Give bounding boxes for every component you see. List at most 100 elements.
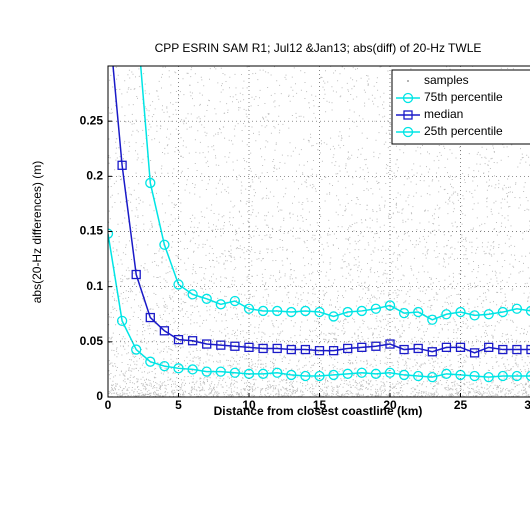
percentile-marker [286, 369, 297, 381]
percentile-marker [108, 228, 114, 239]
y-tick-label: 0.05 [80, 334, 104, 348]
percentile-marker [413, 370, 424, 382]
percentile-marker [314, 306, 325, 318]
legend-label: median [424, 107, 463, 121]
y-tick-label: 0.15 [80, 224, 104, 238]
median-marker [385, 339, 395, 349]
percentile-marker [314, 370, 325, 382]
percentile-marker [342, 368, 353, 379]
percentile-marker [187, 289, 198, 300]
percentile-marker [272, 367, 283, 378]
percentile-marker [173, 363, 184, 374]
percentile-marker [497, 370, 508, 382]
x-tick-label: 0 [105, 398, 112, 412]
median-marker [286, 344, 296, 355]
percentile-marker [257, 368, 269, 379]
percentile-marker [215, 299, 226, 310]
median-marker [469, 348, 480, 358]
y-axis-label: abs(20-Hz differences) (m) [30, 161, 44, 304]
chart-title: CPP ESRIN SAM R1; Jul12 &Jan13; abs(diff… [155, 41, 482, 55]
y-tick-label: 0.2 [86, 169, 103, 183]
percentile-marker [257, 305, 269, 317]
median-marker [357, 342, 367, 353]
percentile-marker [229, 367, 241, 378]
percentile-marker [469, 370, 480, 382]
x-tick-label: 15 [313, 398, 327, 412]
percentile-marker [441, 368, 452, 379]
percentile-marker [132, 6, 141, 15]
percentile-marker [427, 371, 438, 383]
percentile-marker [384, 300, 396, 311]
percentile-marker [511, 370, 523, 382]
percentile-marker [497, 306, 508, 318]
median-marker [300, 344, 311, 355]
median-marker [131, 269, 141, 280]
percentile-marker [187, 364, 198, 375]
plot-area [108, 6, 530, 397]
percentile-marker [145, 177, 156, 189]
percentile-marker [131, 344, 142, 355]
plot-frame [107, 65, 530, 398]
percentile-marker [356, 305, 367, 317]
percentile-marker [159, 360, 170, 372]
percentile-marker [356, 367, 367, 378]
percentile-marker [525, 305, 530, 316]
median-marker [399, 344, 409, 355]
percentile-marker [243, 303, 255, 314]
percentile-marker [286, 306, 297, 318]
median-marker [187, 336, 198, 346]
y-tick-label: 0 [96, 389, 103, 403]
percentile-marker [384, 367, 396, 378]
legend-marker [403, 110, 413, 120]
x-tick-label: 5 [175, 398, 182, 412]
median-marker [455, 342, 466, 353]
median-marker [484, 342, 494, 353]
median-marker [202, 339, 212, 349]
percentile-marker [469, 310, 480, 321]
percentile-marker [229, 295, 241, 307]
legend-label: 75th percentile [424, 90, 503, 104]
x-axis-label: Distance from closest coastline (km) [214, 404, 423, 418]
median-marker [258, 343, 268, 354]
percentile-marker [272, 305, 283, 317]
median-marker [216, 340, 226, 350]
percentile-marker [370, 368, 382, 379]
median-marker [244, 342, 254, 353]
median-marker [159, 326, 170, 336]
median-marker [173, 334, 184, 345]
percentile-marker [370, 303, 382, 314]
percentile-marker [328, 369, 339, 381]
percentile-marker [300, 370, 311, 382]
percentile-marker [145, 356, 156, 367]
percentile-marker [413, 306, 424, 318]
percentile-marker [328, 311, 339, 322]
median-marker [328, 346, 339, 356]
percentile-marker [441, 309, 452, 320]
percentile-marker [455, 306, 466, 318]
percentile-marker [525, 370, 530, 382]
median-marker [413, 343, 423, 354]
median-marker [512, 344, 522, 355]
percentile-marker [159, 239, 170, 250]
x-tick-label: 30 [524, 398, 530, 412]
percentile-marker [116, 315, 128, 327]
percentile-marker [483, 371, 494, 383]
percentile-marker [300, 305, 311, 317]
median-marker [230, 341, 240, 351]
legend-marker [402, 92, 414, 104]
percentile-marker [398, 307, 410, 319]
median-marker [441, 342, 452, 353]
percentile-marker [511, 303, 523, 314]
y-tick-label: 0.25 [80, 113, 104, 127]
percentile-marker [215, 366, 226, 377]
percentile-marker [483, 309, 494, 320]
legend-marker [407, 80, 409, 82]
median-marker [117, 160, 127, 170]
sample-cloud [108, 66, 530, 397]
legend-label: samples [424, 73, 469, 87]
legend-marker [402, 126, 414, 138]
median-marker [145, 312, 155, 323]
x-tick-label: 20 [383, 398, 397, 412]
percentile-marker [201, 293, 212, 304]
